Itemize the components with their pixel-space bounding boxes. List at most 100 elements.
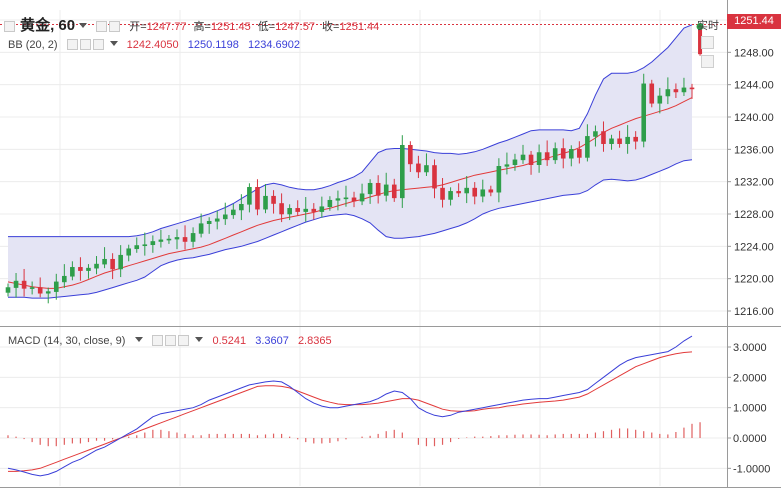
- candle-body: [142, 244, 148, 247]
- candle-body: [263, 195, 268, 210]
- candle-body: [118, 254, 123, 270]
- candle-body: [593, 131, 598, 137]
- candle-body: [488, 189, 494, 193]
- candle-body: [689, 87, 695, 90]
- close-icon[interactable]: [92, 39, 104, 50]
- price-axis-label: 1240.00: [734, 112, 774, 124]
- candle-body: [359, 193, 365, 202]
- high-label: 高=: [193, 21, 211, 33]
- candle-body: [536, 152, 542, 165]
- candle-body: [62, 275, 67, 283]
- candle-body: [287, 208, 292, 215]
- candle-body: [448, 191, 453, 200]
- candle-body: [343, 197, 349, 200]
- candle-body: [198, 223, 204, 234]
- open-label: 开=: [129, 21, 147, 33]
- macd-legend: MACD (14, 30, close, 9) 0.5241 3.3607 2.…: [8, 335, 332, 347]
- bb-legend: BB (20, 2) 1242.4050 1250.1198 1234.6902: [8, 39, 300, 51]
- candle-body: [480, 189, 486, 197]
- candle-body: [78, 267, 83, 271]
- collapse-icon[interactable]: [4, 21, 15, 32]
- bb-indicator-name[interactable]: BB (20, 2): [8, 39, 58, 51]
- candle-body: [649, 83, 655, 104]
- candle-body: [311, 208, 317, 212]
- candle-body: [408, 144, 413, 165]
- open-value: 1247.77: [146, 21, 187, 33]
- candle-body: [150, 241, 156, 246]
- settings-icon[interactable]: [165, 335, 177, 346]
- candle-body: [375, 182, 381, 196]
- candle-body: [319, 206, 325, 212]
- candle-body: [585, 136, 590, 158]
- low-value: 1247.57: [275, 21, 315, 33]
- macd-indicator-name[interactable]: MACD (14, 30, close, 9): [8, 335, 126, 347]
- macd-axis-label: 3.0000: [733, 342, 767, 354]
- candle-body: [432, 165, 437, 189]
- candle-body: [166, 238, 172, 241]
- scroll-right-button[interactable]: [701, 36, 714, 49]
- candle-body: [633, 136, 638, 142]
- macd-axis-label: -1.0000: [733, 463, 770, 475]
- candle-body: [577, 149, 582, 158]
- candle-body: [625, 136, 630, 144]
- candle-body: [231, 209, 236, 216]
- candle-body: [496, 166, 502, 193]
- macd-signal-value: 2.8365: [297, 335, 332, 347]
- candle-body: [512, 159, 518, 165]
- candle-body: [174, 237, 180, 240]
- candle-body: [520, 154, 526, 161]
- eye-icon[interactable]: [66, 39, 78, 50]
- symbol-name[interactable]: 黄金: [20, 17, 51, 34]
- chevron-down-icon[interactable]: [109, 41, 118, 46]
- fullscreen-button[interactable]: [701, 55, 714, 68]
- candle-body: [665, 89, 671, 97]
- candle-body: [544, 152, 550, 161]
- price-axis-label: 1224.00: [734, 241, 774, 253]
- candle-body: [303, 208, 309, 212]
- candle-body: [681, 87, 687, 93]
- candle-body: [698, 24, 703, 55]
- candle-body: [391, 184, 397, 199]
- candle-body: [214, 218, 220, 222]
- price-axis-label: 1232.00: [734, 177, 774, 189]
- candle-body: [552, 148, 558, 161]
- candle-body: [126, 248, 132, 256]
- macd-line-value: 3.3607: [255, 335, 289, 347]
- settings-icon[interactable]: [79, 39, 91, 50]
- macd-axis-label: 1.0000: [733, 403, 767, 415]
- candle-body: [383, 184, 389, 196]
- high-value: 1251.45: [210, 21, 251, 33]
- candle-body: [37, 287, 43, 294]
- candle-body: [335, 198, 341, 201]
- candle-body: [673, 89, 679, 93]
- candle-body: [271, 195, 276, 204]
- bb-upper-value: 1250.1198: [187, 39, 239, 51]
- candle-body: [255, 187, 260, 210]
- candle-body: [182, 237, 188, 242]
- interval-label[interactable]: 60: [58, 17, 76, 34]
- candle-body: [456, 191, 461, 194]
- candle-body: [504, 164, 510, 167]
- chevron-down-icon[interactable]: [135, 337, 144, 342]
- chevron-down-icon[interactable]: [195, 337, 204, 342]
- eye-icon[interactable]: [152, 335, 164, 346]
- chevron-down-icon[interactable]: [79, 23, 88, 28]
- candle-body: [327, 199, 333, 208]
- candle-body: [247, 187, 252, 205]
- close-label: 收=: [322, 21, 340, 33]
- candle-body: [21, 280, 27, 289]
- settings-icon[interactable]: [109, 21, 121, 32]
- bb-middle-value: 1242.4050: [126, 39, 179, 51]
- candle-body: [351, 197, 357, 202]
- price-axis-label: 1236.00: [734, 144, 774, 156]
- close-icon[interactable]: [178, 335, 190, 346]
- candle-body: [464, 187, 469, 194]
- eye-icon[interactable]: [96, 21, 108, 32]
- candle-body: [29, 287, 35, 289]
- last-price-tag: 1251.44: [727, 14, 781, 29]
- candle-body: [102, 258, 107, 265]
- candle-body: [239, 204, 244, 211]
- macd-axis-label: 0.0000: [733, 433, 767, 445]
- candle-body: [110, 258, 115, 270]
- candle-body: [134, 245, 140, 250]
